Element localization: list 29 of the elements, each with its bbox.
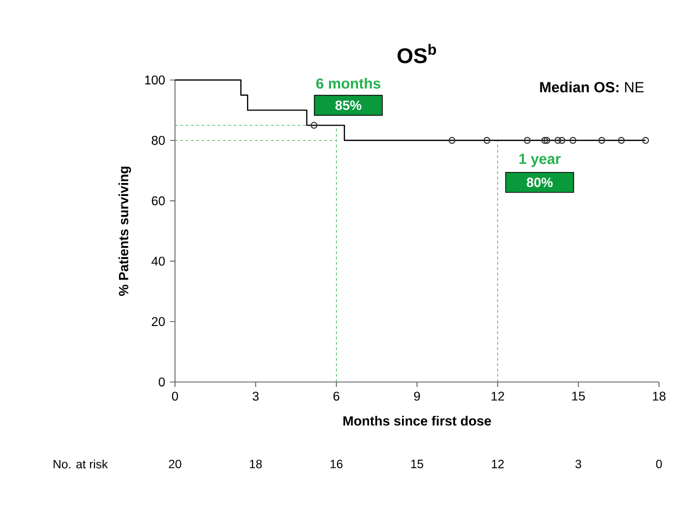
text: 0 <box>656 460 662 468</box>
y-tick-label: 80 <box>152 136 165 145</box>
x-tick-label: 9 <box>414 392 420 401</box>
x-tick-label: 15 <box>572 392 585 401</box>
x-tick-label: 18 <box>652 392 666 401</box>
y-tick-label: 0 <box>158 378 165 386</box>
x-axis-title: Months since first dose <box>343 416 492 426</box>
annotation: 1 year <box>519 154 561 167</box>
annotation: 85% <box>335 100 362 110</box>
y-axis-title: % Patients surviving <box>118 166 132 296</box>
text: 15 <box>411 460 424 468</box>
annotation: 6 months <box>316 78 380 89</box>
y-tick-label: 100 <box>145 76 165 84</box>
y-tick-label: 40 <box>151 256 165 266</box>
x-tick-label: 12 <box>492 392 504 401</box>
text: 3 <box>575 460 582 468</box>
annotation: 80% <box>526 178 553 188</box>
text: 18 <box>250 460 262 468</box>
text: 20 <box>168 460 182 468</box>
x-tick-label: 3 <box>252 392 259 401</box>
annotation: Median OS: NE <box>540 82 644 92</box>
x-tick-label: 6 <box>333 392 340 401</box>
x-tick-label: 0 <box>172 392 178 401</box>
text: 16 <box>330 460 342 468</box>
y-tick-label: 60 <box>152 196 165 206</box>
text: No. at risk <box>54 460 108 468</box>
chart-title: OS$^{b}$ <box>398 44 436 64</box>
text: 12 <box>492 460 504 468</box>
y-tick-label: 20 <box>152 317 165 326</box>
